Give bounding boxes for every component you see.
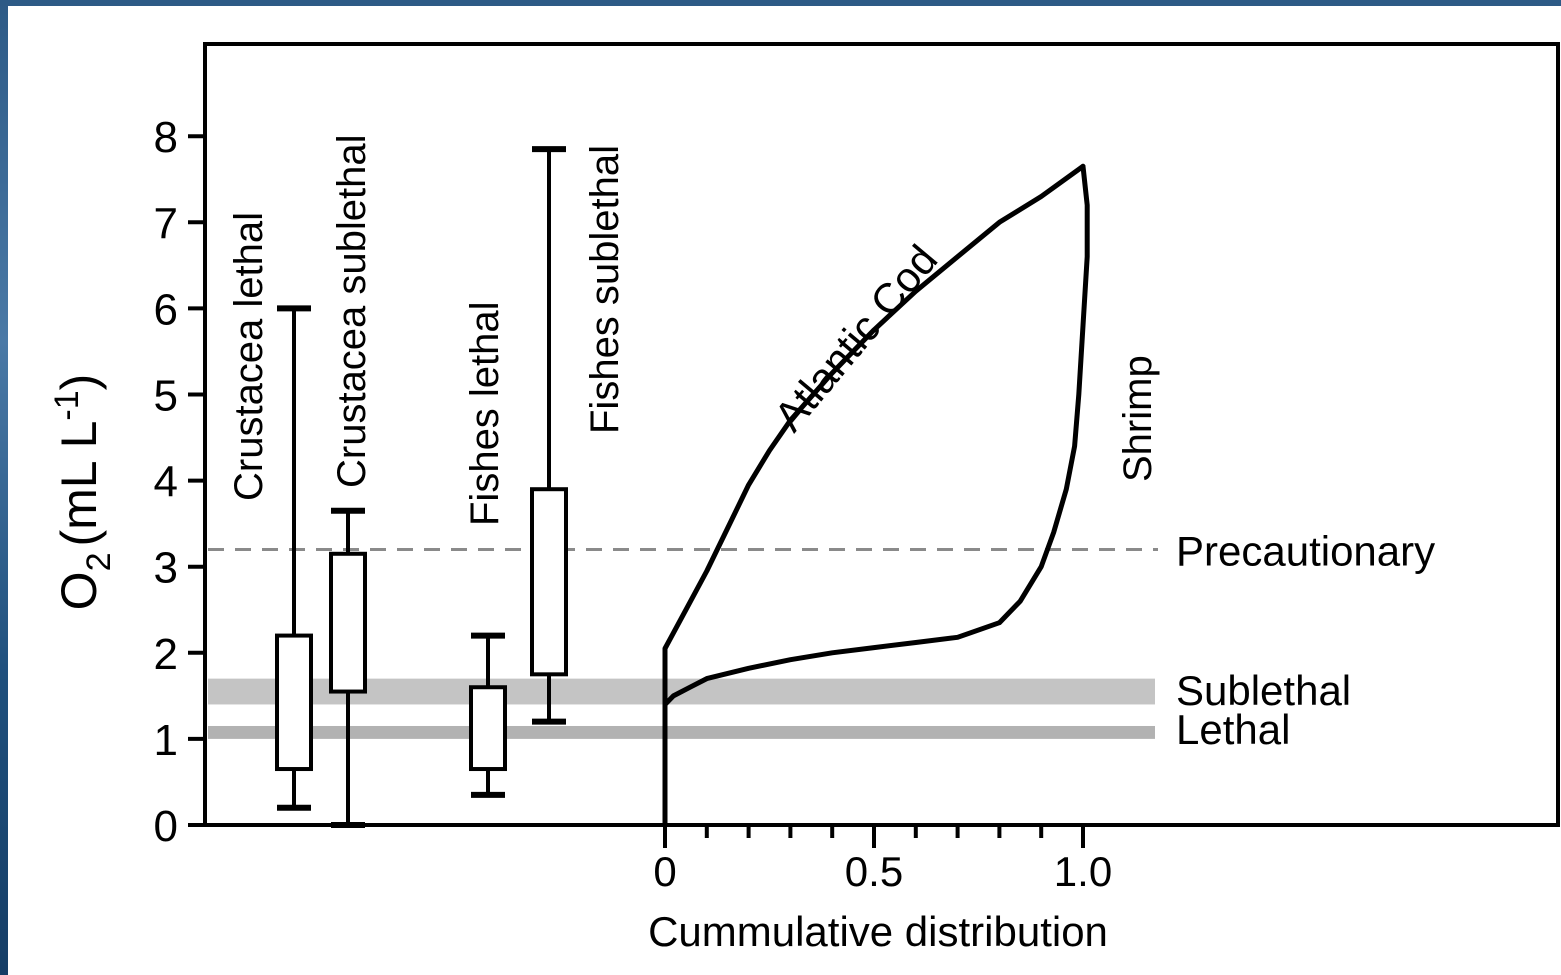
- y-tick-label-5: 5: [154, 372, 178, 421]
- series-label-atlantic-cod: Atlantic Cod: [765, 236, 947, 440]
- box-plot-crustacea-lethal: [275, 305, 313, 811]
- box-label-fishes-sublethal: Fishes sublethal: [583, 145, 627, 434]
- y-tick-label-3: 3: [154, 544, 178, 593]
- band-lethal: [208, 725, 1155, 739]
- y-tick-label-0: 0: [154, 802, 178, 851]
- box-label-fishes-lethal: Fishes lethal: [463, 301, 507, 526]
- y-label-unit-open: (mL L: [51, 421, 107, 547]
- x-tick-label-0: 0: [653, 848, 676, 895]
- y-label-sup: -1: [48, 390, 86, 420]
- svg-text:O2(mL L-1): O2 (mL L-1): [48, 374, 118, 611]
- x-axis-label: Cummulative distribution: [648, 908, 1108, 955]
- y-label-sub: 2: [80, 553, 118, 572]
- box-label-crustacea-sublethal: Crustacea sublethal: [330, 134, 374, 488]
- box-plots: [275, 146, 568, 828]
- series-label-shrimp: Shrimp: [1116, 355, 1160, 482]
- reference-label-precautionary: Precautionary: [1176, 527, 1435, 574]
- box-plot-fishes-lethal: [469, 632, 507, 798]
- series-curve-shrimp: [662, 163, 1090, 828]
- plot-frame: [203, 42, 1560, 827]
- y-tick-label-4: 4: [154, 458, 178, 507]
- y-tick-label-8: 8: [154, 113, 178, 162]
- x-tick-label-1: 0.5: [845, 848, 903, 895]
- y-tick-label-1: 1: [154, 716, 178, 765]
- box-body: [530, 487, 568, 677]
- x-axis: 0 0.5 1.0: [653, 827, 1112, 895]
- series-curve-atlantic-cod: [662, 163, 1086, 828]
- y-tick-label-7: 7: [154, 199, 178, 248]
- band-label-sublethal: Sublethal: [1176, 667, 1351, 714]
- box-body: [329, 551, 367, 694]
- box-body: [469, 685, 507, 772]
- reference-bands: [208, 678, 1155, 739]
- box-plot-crustacea-sublethal: [329, 507, 367, 828]
- cumulative-series: [662, 163, 1090, 828]
- y-axis: 0 1 2 3 4 5 6 7 8: [154, 113, 207, 851]
- y-axis-label: O2 (mL L-1): [48, 374, 118, 611]
- box-plot-fishes-sublethal: [530, 146, 568, 725]
- box-body: [275, 633, 313, 772]
- y-label-unit-close: ): [51, 374, 107, 391]
- y-label-base: O: [51, 571, 107, 610]
- band-label-lethal: Lethal: [1176, 706, 1290, 753]
- box-label-crustacea-lethal: Crustacea lethal: [227, 212, 271, 501]
- x-tick-label-2: 1.0: [1054, 848, 1112, 895]
- y-tick-label-6: 6: [154, 285, 178, 334]
- y-tick-label-2: 2: [154, 630, 178, 679]
- oxygen-threshold-chart: O2(mL L-1) Cummulative distribution 0123…: [48, 42, 1560, 955]
